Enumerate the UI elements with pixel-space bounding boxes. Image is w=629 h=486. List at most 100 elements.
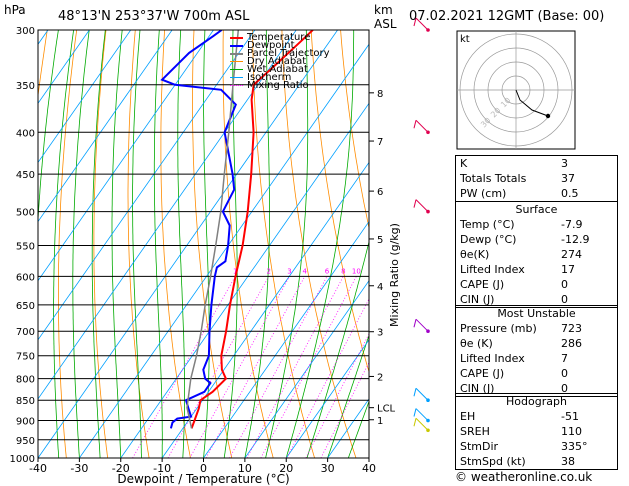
hodograph-row: StmDir 335° [460, 440, 588, 453]
hodograph-storm-motion [545, 113, 551, 119]
wind-barb-flag [413, 17, 417, 27]
wind-barb [415, 119, 429, 133]
pressure-tick-label: 750 [16, 352, 35, 363]
wind-barb-flag [413, 319, 417, 328]
wind-barb [415, 199, 429, 212]
pressure-tick-label: 850 [16, 396, 35, 407]
datetime-title: 07.02.2021 12GMT (Base: 00) [409, 9, 605, 24]
hpa-label: hPa [4, 3, 26, 17]
most-unstable-row: θe (K) 286 [460, 337, 582, 350]
hodograph-kt-label: kt [460, 34, 470, 45]
pressure-tick-label: 950 [16, 436, 35, 447]
hodograph-title: Hodograph [506, 395, 567, 408]
x-tick-label: -20 [112, 462, 130, 475]
wind-barb-flag [413, 418, 417, 427]
km-tick-label: 6 [377, 187, 383, 198]
surface-row: CAPE (J) 0 [460, 278, 568, 291]
km-tick-label: LCL [377, 404, 396, 415]
x-tick-label: 40 [362, 462, 376, 475]
series-temperature [190, 30, 314, 429]
surface-title: Surface [515, 203, 558, 216]
wind-barb-dot [426, 428, 430, 433]
isotherm-line [203, 220, 369, 458]
x-tick-label: 0 [200, 462, 207, 475]
pressure-tick-label: 1000 [10, 454, 35, 465]
km-tick-label: 2 [377, 372, 383, 383]
copyright-footer: © weatheronline.co.uk [455, 470, 593, 484]
surface-row: θe(K) 274 [460, 248, 582, 261]
isotherm-line [120, 102, 369, 458]
wind-barb [415, 387, 429, 401]
wind-barb-flag [413, 388, 417, 397]
isotherm-line [38, 30, 214, 282]
legend-dry-adiabat: Dry Adiabat [230, 57, 306, 67]
mixing-ratio-label: 4 [302, 267, 307, 275]
hodograph-row: StmSpd (kt) 38 [460, 455, 575, 468]
pressure-tick-label: 550 [16, 241, 35, 252]
index-row-pw: PW (cm) 0.5 [460, 187, 579, 200]
pressure-tick-label: 350 [16, 81, 35, 92]
surface-table: Surface Temp (°C) -7.9 Dewp (°C) -12.9 θe(… [455, 201, 618, 308]
axes: 3003504004505005506006507007508008509009… [10, 26, 401, 486]
wind-barb-dot [426, 28, 430, 32]
mixing-ratio-label: 2 [267, 267, 271, 275]
wind-barb-dot [426, 418, 430, 423]
dry-adiabat-line [340, 30, 369, 230]
mixing-ratio-label: 1 [233, 267, 237, 275]
wind-barb-flag [413, 120, 417, 129]
wind-barbs [413, 17, 430, 433]
pressure-tick-label: 900 [16, 417, 35, 428]
legend-dewpoint: Dewpoint [230, 41, 295, 51]
isotherm-line [244, 279, 369, 458]
mixing-ratio-label: 10 [352, 267, 361, 275]
isotherm-line [285, 339, 369, 458]
wind-barb [415, 408, 429, 421]
x-tick-label: 20 [279, 462, 293, 475]
pressure-tick-label: 300 [16, 26, 35, 37]
mixing-ratio-line [246, 276, 344, 458]
surface-row: Lifted Index 17 [460, 263, 575, 276]
pressure-tick-label: 650 [16, 301, 35, 312]
mixing-ratio-line [132, 276, 236, 458]
hodograph-row: EH -51 [460, 410, 579, 423]
wind-barb-dot [426, 130, 430, 135]
isotherm-line [38, 30, 256, 341]
most-unstable-title: Most Unstable [497, 307, 576, 320]
x-tick-label: 30 [321, 462, 335, 475]
series-dewpoint [160, 30, 237, 429]
km-label: km [374, 3, 393, 17]
wind-barb-dot [426, 329, 430, 334]
legend-wet-adiabat: Wet Adiabat [230, 65, 308, 75]
mixing-ratio-line [286, 298, 369, 458]
wind-barb [415, 17, 429, 31]
most-unstable-row: Lifted Index 7 [460, 352, 568, 365]
isotherm-line [161, 161, 369, 458]
wind-barb-flag [413, 199, 417, 208]
mixing-ratio-line [320, 361, 369, 458]
most-unstable-table: Most Unstable Pressure (mb) 723 θe (K) 286… [455, 305, 618, 397]
km-tick-label: 7 [377, 137, 383, 148]
most-unstable-row: CAPE (J) 0 [460, 367, 568, 380]
hodograph-row: SREH 110 [460, 425, 582, 438]
mixing-ratio-label: 25 [408, 267, 417, 275]
plot-frame [37, 29, 370, 459]
most-unstable-row: Pressure (mb) 723 [460, 322, 582, 335]
x-tick-label: -40 [29, 462, 47, 475]
km-tick-label: 8 [377, 89, 383, 100]
most-unstable-row: CIN (J) 0 [460, 382, 568, 395]
profile-series [160, 30, 314, 429]
legend-isotherm: Isotherm [230, 73, 291, 83]
legend-parcel: Parcel Trajectory [230, 49, 330, 59]
pressure-tick-label: 450 [16, 170, 35, 181]
wind-barb [415, 318, 429, 332]
legend-mixing-ratio: Mixing Ratio [230, 81, 309, 91]
km-tick-label: 1 [377, 416, 383, 427]
isotherm-line [38, 30, 297, 400]
asl-label: ASL [374, 17, 397, 31]
surface-row: Temp (°C) -7.9 [460, 218, 583, 231]
wind-barb-dot [426, 209, 430, 214]
mixing-ratio-line [305, 333, 369, 458]
